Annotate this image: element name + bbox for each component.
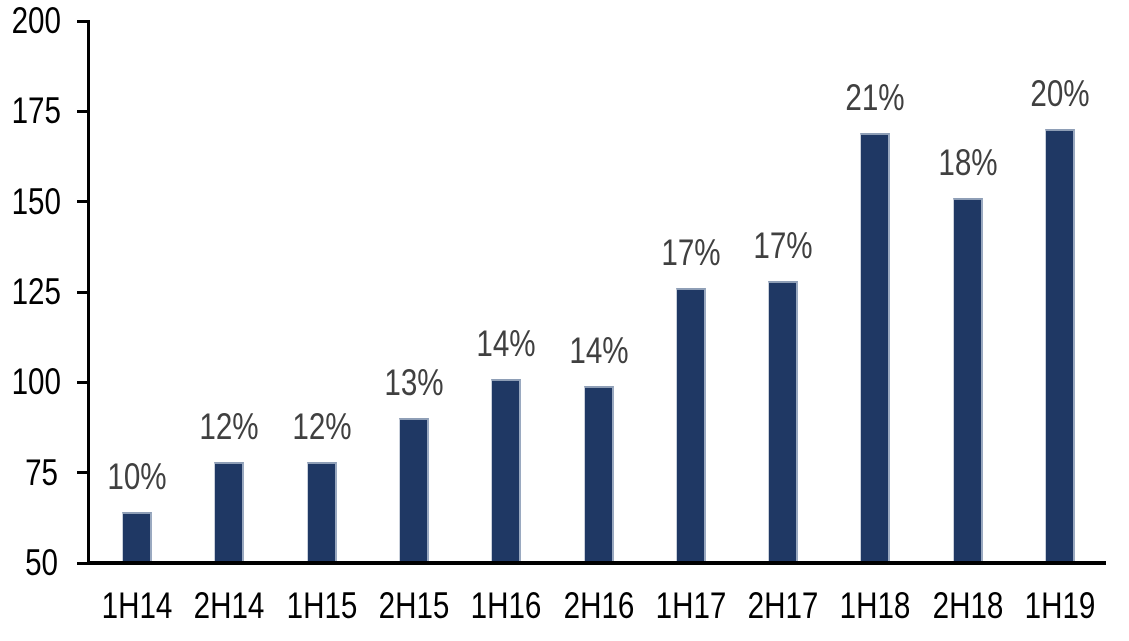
x-tick-label-2H18: 2H18 — [932, 585, 1003, 626]
y-tick-label-150: 150 — [11, 180, 61, 222]
bar-value-label-1H19: 20% — [1030, 73, 1090, 115]
bar-value-label-2H18: 18% — [937, 142, 998, 184]
bar-2H16 — [583, 385, 614, 563]
bar-value-label-1H18: 21% — [845, 77, 905, 118]
y-tick-label-200: 200 — [11, 0, 61, 41]
y-tick-mark-200 — [77, 19, 88, 23]
y-tick-label-125: 125 — [11, 271, 61, 312]
bar-value-label-2H17: 17% — [753, 225, 813, 267]
x-tick-label-2H15: 2H15 — [378, 585, 450, 626]
bar-value-label-1H16: 14% — [476, 322, 536, 364]
y-tick-mark-75 — [77, 471, 88, 475]
bar-value-label-2H15: 13% — [384, 362, 444, 404]
bar-2H14 — [214, 461, 245, 563]
bar-1H16 — [491, 378, 522, 563]
bar-1H14 — [122, 512, 153, 563]
x-tick-label-1H15: 1H15 — [286, 585, 358, 626]
bar-1H19 — [1044, 129, 1075, 563]
bar-2H18 — [952, 198, 983, 563]
y-tick-label-75: 75 — [25, 451, 59, 493]
y-tick-label-50: 50 — [25, 542, 59, 583]
x-tick-label-1H14: 1H14 — [101, 585, 173, 626]
x-axis-line — [87, 561, 1106, 565]
bar-value-label-1H14: 10% — [107, 456, 167, 498]
bar-value-label-1H15: 12% — [292, 405, 352, 447]
x-tick-label-1H17: 1H17 — [655, 585, 727, 626]
y-tick-mark-100 — [77, 380, 88, 384]
bar-2H17 — [768, 281, 799, 563]
y-tick-mark-150 — [77, 200, 88, 204]
y-tick-label-100: 100 — [11, 361, 61, 403]
x-tick-label-1H19: 1H19 — [1024, 585, 1096, 626]
x-tick-label-2H17: 2H17 — [747, 585, 819, 626]
y-tick-mark-50 — [77, 561, 88, 565]
x-tick-label-2H14: 2H14 — [194, 585, 265, 626]
y-axis-line — [87, 19, 90, 565]
bar-1H18 — [860, 133, 891, 563]
y-tick-label-175: 175 — [11, 90, 61, 132]
bar-value-label-1H17: 17% — [661, 232, 721, 274]
x-tick-label-1H18: 1H18 — [839, 585, 911, 626]
x-tick-label-2H16: 2H16 — [563, 585, 634, 626]
y-tick-mark-175 — [77, 109, 88, 113]
bar-value-label-2H14: 12% — [199, 405, 260, 447]
bar-1H17 — [675, 288, 706, 563]
bar-2H15 — [398, 418, 429, 563]
bar-1H15 — [306, 461, 337, 563]
y-tick-mark-125 — [77, 290, 88, 294]
bar-value-label-2H16: 14% — [568, 329, 629, 371]
x-tick-label-1H16: 1H16 — [470, 585, 542, 626]
